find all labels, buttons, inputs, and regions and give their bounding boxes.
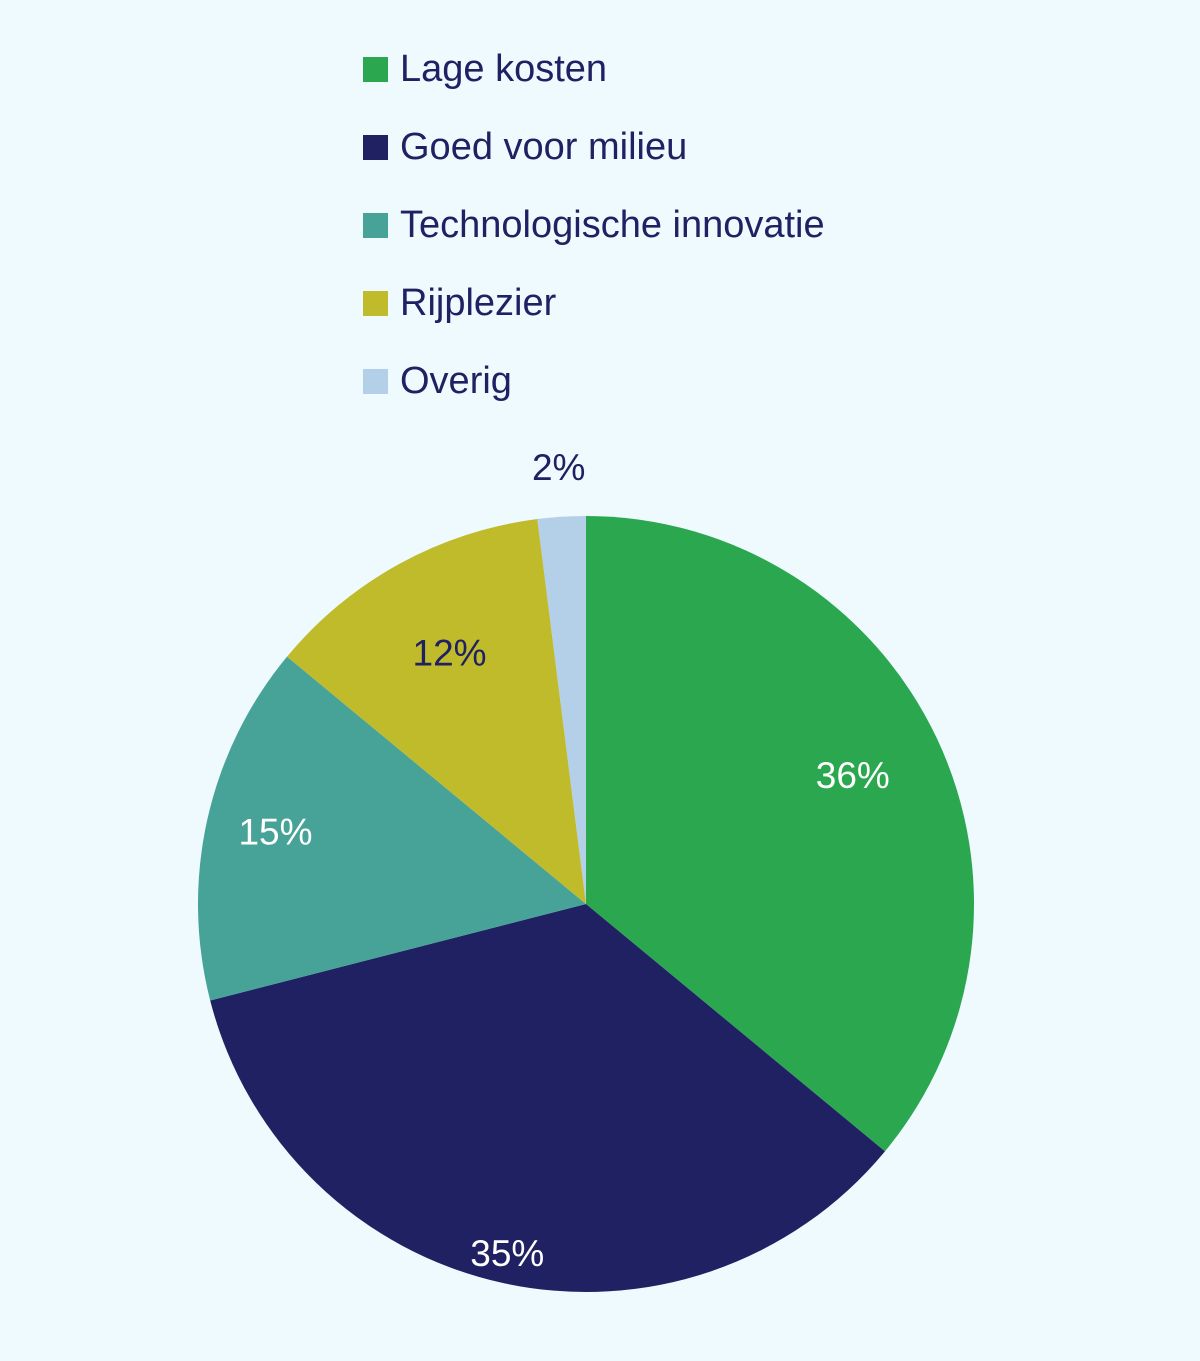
- legend-item: Overig: [363, 342, 825, 420]
- pie-slice: [287, 519, 586, 904]
- slice-value-label: 35%: [470, 1233, 544, 1274]
- slice-value-label: 36%: [816, 755, 890, 796]
- legend-swatch: [363, 368, 388, 394]
- legend-label: Technologische innovatie: [400, 203, 825, 246]
- pie-slice: [197, 656, 586, 1001]
- legend-label: Rijplezier: [400, 281, 557, 324]
- slice-value-label: 15%: [238, 811, 312, 852]
- pie-slice: [537, 516, 586, 904]
- chart-legend: Lage kosten Goed voor milieu Technologisch…: [363, 30, 825, 420]
- legend-item: Lage kosten: [363, 30, 825, 108]
- legend-item: Rijplezier: [363, 264, 825, 342]
- slice-value-label: 12%: [413, 633, 487, 674]
- legend-label: Overig: [400, 359, 512, 402]
- legend-swatch: [363, 56, 388, 82]
- legend-item: Goed voor milieu: [363, 108, 825, 186]
- legend-swatch: [363, 212, 388, 238]
- legend-label: Lage kosten: [400, 47, 608, 90]
- legend-swatch: [363, 134, 388, 160]
- legend-item: Technologische innovatie: [363, 186, 825, 264]
- slice-value-label: 2%: [532, 447, 585, 488]
- legend-label: Goed voor milieu: [400, 125, 688, 168]
- pie-slice: [210, 904, 885, 1292]
- legend-swatch: [363, 290, 388, 316]
- pie-slice: [586, 516, 975, 1152]
